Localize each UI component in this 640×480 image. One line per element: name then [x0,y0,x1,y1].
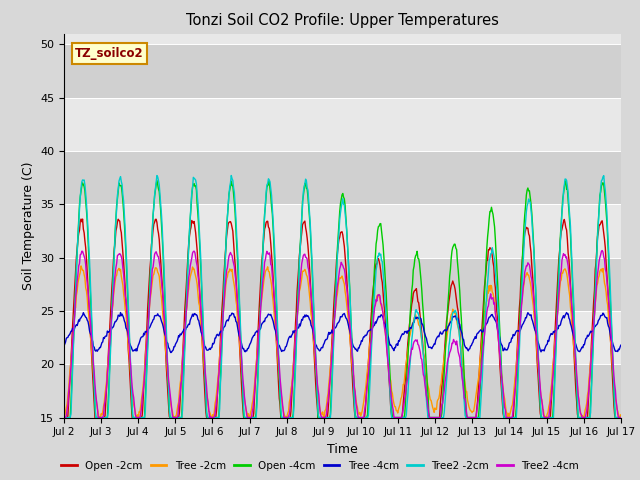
Tree2 -2cm [227,173,235,179]
Open -4cm [153,178,161,183]
Tree2 -2cm [60,415,68,420]
Bar [64,44,621,97]
Open -2cm [411,288,419,293]
Tree2 -4cm [410,339,418,345]
Tree2 -4cm [598,248,606,253]
Open -4cm [70,321,78,326]
Tree2 -4cm [617,415,625,420]
Open -2cm [70,296,78,302]
Bar [64,97,621,151]
Tree -2cm [70,321,78,326]
Tree -4cm [428,346,436,351]
Line: Tree2 -4cm: Tree2 -4cm [64,251,621,418]
Line: Tree -4cm: Tree -4cm [64,312,621,353]
Tree -4cm [215,333,223,338]
Line: Tree2 -2cm: Tree2 -2cm [64,176,621,418]
Tree2 -2cm [70,327,78,333]
Tree2 -4cm [70,321,78,326]
Open -2cm [185,241,193,247]
Open -4cm [127,387,135,393]
Tree -4cm [128,347,136,352]
Open -4cm [214,415,222,420]
Tree2 -2cm [617,415,625,420]
Tree2 -4cm [60,415,68,420]
Line: Open -4cm: Open -4cm [64,180,621,418]
Bar [64,204,621,258]
Legend: Open -2cm, Tree -2cm, Open -4cm, Tree -4cm, Tree2 -2cm, Tree2 -4cm: Open -2cm, Tree -2cm, Open -4cm, Tree -4… [57,456,583,475]
Open -2cm [428,415,435,420]
Tree -4cm [167,350,175,356]
Open -4cm [428,415,435,420]
Open -4cm [411,256,419,262]
Tree -2cm [134,415,142,420]
Tree -2cm [412,312,419,318]
Tree -2cm [128,390,136,396]
Tree2 -4cm [127,373,135,379]
Text: TZ_soilco2: TZ_soilco2 [75,47,144,60]
Tree2 -2cm [184,265,192,271]
Tree2 -4cm [184,288,192,294]
Tree -4cm [412,314,419,320]
Bar [64,311,621,364]
Tree -4cm [186,322,193,327]
Tree -4cm [116,310,124,315]
Tree2 -4cm [214,392,221,397]
Tree2 -2cm [127,384,135,389]
Tree2 -2cm [214,415,221,420]
Tree2 -2cm [428,415,435,420]
Tree -2cm [617,412,625,418]
Open -4cm [617,415,625,420]
Tree -2cm [60,415,68,420]
Line: Open -2cm: Open -2cm [64,219,621,418]
Open -2cm [60,415,68,420]
Bar [64,364,621,418]
Title: Tonzi Soil CO2 Profile: Upper Temperatures: Tonzi Soil CO2 Profile: Upper Temperatur… [186,13,499,28]
Tree -2cm [428,401,436,407]
Open -2cm [214,380,222,386]
Tree -2cm [77,263,85,269]
Y-axis label: Soil Temperature (C): Soil Temperature (C) [22,161,35,290]
Tree -4cm [70,327,78,333]
Tree -4cm [60,343,68,349]
Line: Tree -2cm: Tree -2cm [64,266,621,418]
X-axis label: Time: Time [327,443,358,456]
Tree2 -4cm [426,415,434,420]
Open -4cm [60,415,68,420]
Tree -2cm [186,278,193,284]
Tree2 -2cm [411,313,419,319]
Open -2cm [128,415,136,420]
Open -2cm [79,216,86,222]
Tree -4cm [617,342,625,348]
Bar [64,151,621,204]
Open -2cm [617,415,625,420]
Tree -2cm [215,367,223,372]
Open -4cm [185,243,193,249]
Bar [64,258,621,311]
